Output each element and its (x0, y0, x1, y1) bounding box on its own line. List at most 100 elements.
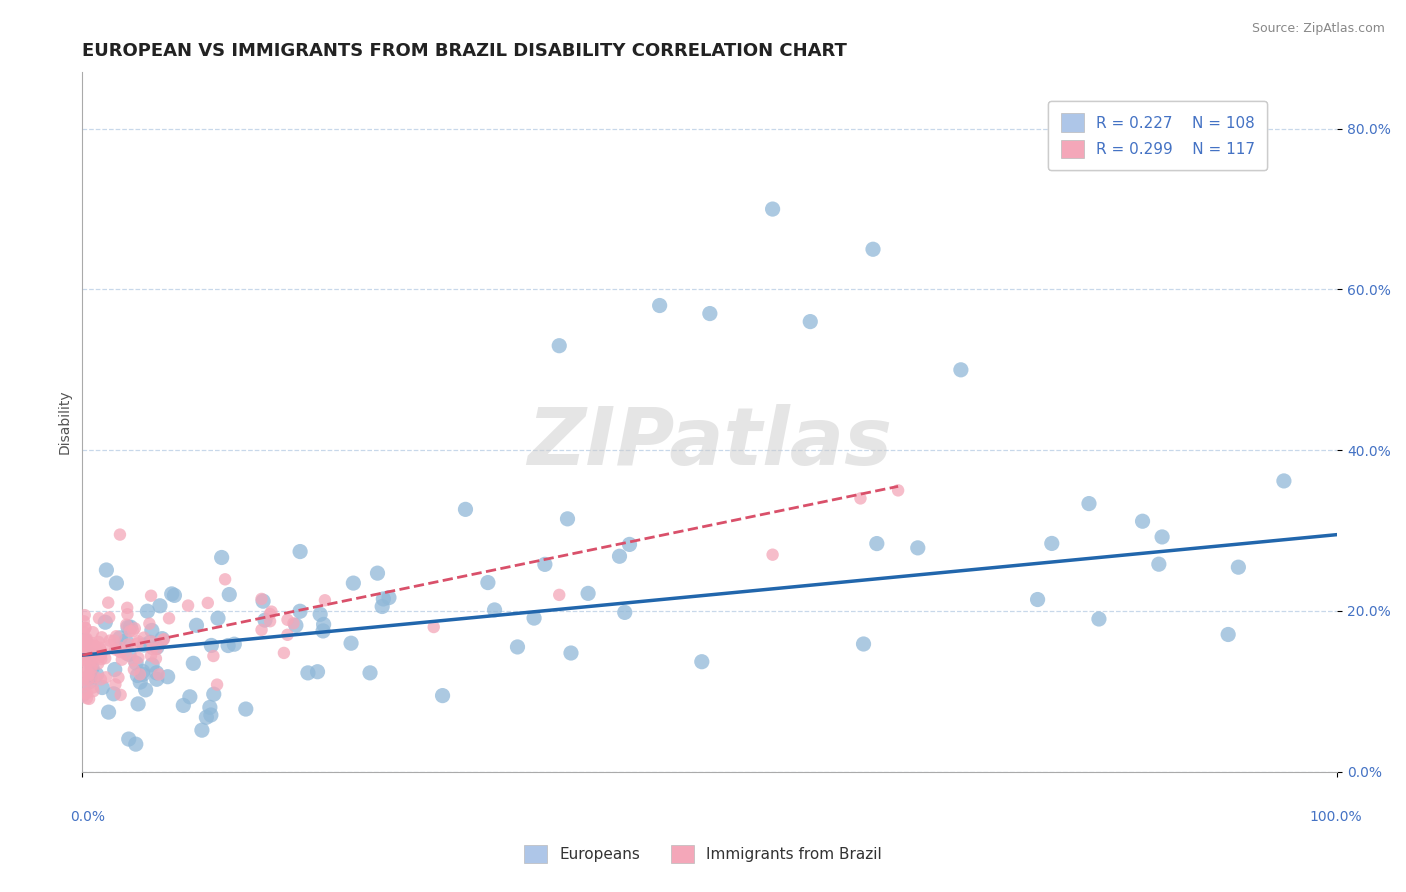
Point (127, 636, 149, 650)
Point (1272, 474, 1295, 488)
Point (103, 633, 125, 648)
Point (1152, 530, 1174, 544)
Point (235, 702, 257, 716)
Point (117, 607, 139, 622)
Point (432, 689, 454, 703)
Point (108, 640, 131, 655)
Point (75, 644, 97, 658)
Point (105, 629, 128, 643)
Point (82, 681, 104, 695)
Point (309, 607, 332, 622)
Point (91, 681, 114, 695)
Point (141, 642, 163, 657)
Point (115, 600, 138, 615)
Point (90, 646, 112, 660)
Point (1026, 592, 1049, 607)
Point (202, 648, 225, 663)
Point (648, 299, 671, 313)
Point (73, 608, 96, 623)
Point (75, 621, 97, 635)
Point (145, 665, 167, 680)
Point (211, 550, 233, 565)
Point (214, 572, 236, 586)
Point (132, 667, 155, 681)
Point (124, 621, 146, 635)
Point (202, 687, 225, 701)
Point (72, 652, 94, 666)
Point (72, 640, 94, 654)
Point (82, 658, 104, 673)
Point (75, 641, 97, 656)
Point (73, 614, 96, 628)
Point (72, 625, 94, 640)
Point (132, 631, 155, 645)
Point (114, 648, 136, 662)
Point (534, 558, 557, 572)
Point (82, 625, 104, 640)
Point (359, 665, 381, 680)
Point (506, 640, 529, 654)
Point (288, 544, 311, 558)
Point (152, 633, 174, 648)
Point (762, 202, 785, 216)
Point (90, 648, 112, 662)
Point (252, 594, 274, 608)
Point (132, 638, 155, 652)
Point (129, 675, 152, 690)
Point (97, 705, 120, 719)
Point (117, 620, 139, 634)
Point (127, 650, 149, 665)
Point (557, 512, 579, 526)
Point (129, 667, 152, 681)
Point (131, 665, 153, 679)
Point (73, 648, 96, 662)
Point (90, 652, 112, 666)
Point (224, 637, 246, 651)
Point (111, 653, 134, 667)
Point (141, 657, 163, 672)
Point (97, 596, 120, 610)
Point (548, 588, 571, 602)
Point (127, 697, 149, 711)
Point (77, 668, 100, 682)
Point (177, 599, 200, 613)
Point (104, 663, 127, 677)
Point (94, 615, 117, 630)
Point (762, 548, 785, 562)
Point (560, 646, 582, 660)
Point (150, 632, 173, 646)
Point (145, 642, 167, 657)
Point (172, 698, 194, 713)
Point (373, 591, 395, 606)
Point (86, 667, 108, 681)
Text: ZIPatlas: ZIPatlas (527, 404, 893, 482)
Point (312, 624, 335, 638)
Point (127, 634, 149, 648)
Point (288, 604, 311, 618)
Point (100, 639, 122, 653)
Point (84, 670, 107, 684)
Point (907, 541, 929, 555)
Point (77, 675, 100, 690)
Point (103, 687, 125, 701)
Point (87, 657, 110, 671)
Point (862, 242, 884, 256)
Point (259, 607, 281, 621)
Y-axis label: Disability: Disability (58, 390, 72, 454)
Point (454, 502, 477, 516)
Point (120, 620, 142, 634)
Point (73, 633, 96, 648)
Point (548, 339, 571, 353)
Point (76, 691, 98, 706)
Point (1040, 536, 1063, 550)
Point (76, 635, 98, 649)
Point (422, 620, 444, 634)
Point (98, 633, 121, 648)
Point (135, 682, 157, 697)
Point (163, 588, 186, 602)
Point (72, 653, 94, 667)
Point (117, 638, 139, 652)
Point (139, 635, 162, 649)
Point (73, 654, 96, 668)
Text: 0.0%: 0.0% (70, 810, 104, 824)
